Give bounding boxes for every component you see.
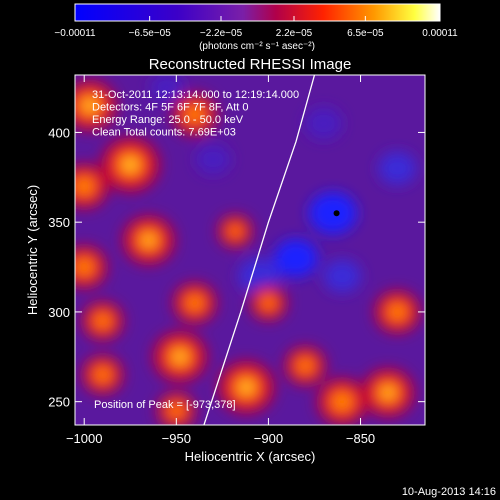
annotation-line: Clean Total counts: 7.69E+03	[92, 127, 236, 139]
hot-region	[217, 214, 254, 249]
footer-timestamp: 10-Aug-2013 14:16	[402, 486, 496, 498]
hot-region	[121, 215, 176, 266]
colorbar-tick-label: −0.00011	[54, 28, 96, 39]
hot-region	[373, 289, 421, 334]
y-tick-label: 300	[48, 305, 70, 320]
colorbar-tick-label: 6.5e−05	[347, 28, 384, 39]
hot-region	[75, 163, 109, 210]
cold-region	[274, 238, 319, 278]
y-tick-label: 350	[48, 215, 70, 230]
hot-region	[361, 367, 415, 418]
hot-region	[156, 391, 197, 425]
hot-region	[316, 377, 368, 425]
colorbar-tick-label: −2.2e−05	[200, 28, 243, 39]
x-tick-label: −850	[346, 431, 375, 446]
annotation-line: Energy Range: 25.0 - 50.0 keV	[92, 114, 244, 126]
annotation-line: Detectors: 4F 5F 6F 7F 8F, Att 0	[92, 102, 249, 114]
hot-region	[100, 136, 161, 193]
colorbar-tick-label: 0.00011	[422, 28, 458, 39]
y-tick-label: 250	[48, 395, 70, 410]
hot-region	[284, 345, 327, 386]
y-tick-label: 400	[48, 125, 70, 140]
annotation-line: 31-Oct-2011 12:13:14.000 to 12:19:14.000	[92, 89, 299, 101]
hot-region	[171, 92, 219, 137]
colorbar-tick-label: 2.2e−05	[276, 28, 313, 39]
x-tick-label: −950	[162, 431, 191, 446]
cold-region	[305, 107, 343, 140]
y-axis-label: Heliocentric Y (arcsec)	[25, 185, 40, 315]
colorbar-ticks: −0.00011 −6.5e−05 −2.2e−05 2.2e−05 6.5e−05 0.…	[54, 16, 458, 39]
hot-region	[81, 354, 124, 395]
limb-line	[203, 75, 316, 425]
hot-region	[81, 300, 124, 341]
hot-region	[249, 284, 288, 321]
y-axis: 250 300 350 400	[48, 125, 425, 410]
hot-region	[152, 330, 208, 383]
colorbar-tick-label: −6.5e−05	[129, 28, 172, 39]
cold-region	[150, 75, 185, 103]
cold-region	[323, 259, 362, 293]
hot-region	[217, 360, 276, 415]
x-axis-label: Heliocentric X (arcsec)	[185, 449, 316, 464]
x-tick-label: −1000	[66, 431, 103, 446]
cold-region	[308, 192, 357, 235]
plot-annotations: 31-Oct-2011 12:13:14.000 to 12:19:14.000…	[92, 89, 299, 139]
colorbar	[74, 3, 441, 22]
colorbar-unit-label: (photons cm⁻² s⁻¹ asec⁻²)	[199, 41, 315, 52]
x-axis: −1000 −950 −900 −850	[66, 75, 375, 446]
peak-marker	[333, 210, 340, 217]
cold-region	[378, 151, 417, 185]
heatmap-image	[75, 75, 425, 425]
hot-region	[75, 245, 108, 290]
cold-region	[195, 144, 231, 175]
hot-region	[172, 281, 218, 324]
x-tick-label: −900	[254, 431, 283, 446]
chart-title: Reconstructed RHESSI Image	[149, 56, 352, 73]
peak-position-label: Position of Peak = [-973,378]	[94, 399, 236, 411]
hot-region	[75, 79, 118, 132]
plot-frame	[74, 74, 426, 426]
